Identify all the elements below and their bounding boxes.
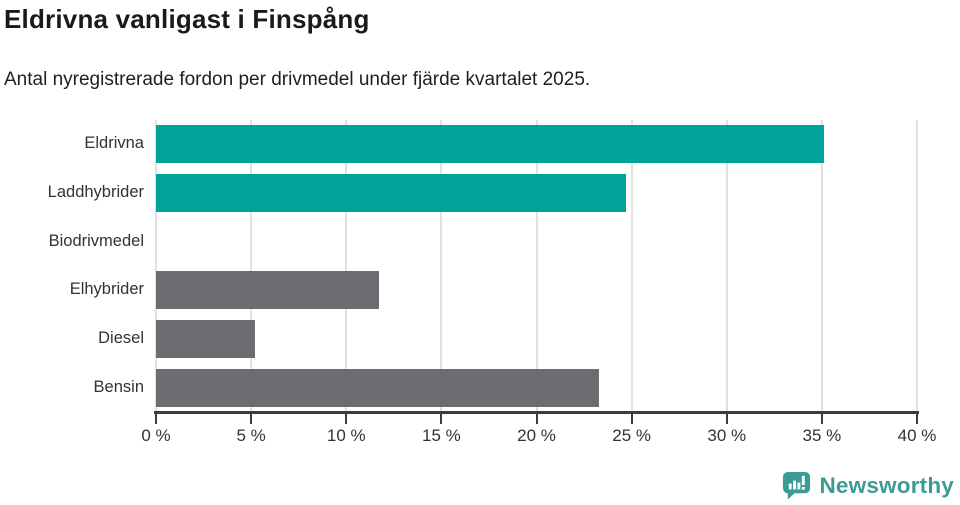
x-tick-label: 15 %	[422, 426, 461, 445]
x-tick-mark	[535, 414, 538, 424]
x-axis-line	[154, 411, 919, 414]
bar-laddhybrider	[156, 174, 626, 212]
x-tick-label: 30 %	[707, 426, 747, 445]
newsworthy-wordmark: Newsworthy	[819, 472, 954, 498]
category-label-eldrivna: Eldrivna	[84, 134, 144, 153]
x-tick-label: 25 %	[612, 426, 651, 445]
bar-diesel	[156, 320, 255, 358]
gridline	[916, 120, 918, 412]
gridline	[725, 120, 728, 412]
x-tick-mark	[630, 414, 633, 424]
bar-elhybrider	[156, 271, 379, 310]
x-tick-mark	[916, 414, 918, 424]
x-tick-label: 10 %	[326, 426, 366, 445]
x-tick-label: 35 %	[802, 426, 842, 445]
x-tick-label: 20 %	[517, 426, 556, 445]
category-label-diesel: Diesel	[98, 329, 144, 347]
x-tick-label: 40 %	[897, 426, 937, 445]
x-tick-mark	[345, 414, 348, 424]
x-tick-mark	[820, 414, 823, 424]
chart-subtitle: Antal nyregistrerade fordon per drivmede…	[4, 69, 591, 90]
newsworthy-chart-bubble-icon	[781, 470, 812, 501]
gridline	[345, 120, 348, 412]
bar-eldrivna	[156, 125, 824, 164]
category-label-biodrivmedel: Biodrivmedel	[48, 231, 144, 250]
bar-bensin	[156, 368, 600, 407]
gridline	[155, 120, 157, 412]
newsworthy-brand-link[interactable]: Newsworthy	[781, 470, 954, 501]
category-label-laddhybrider: Laddhybrider	[47, 183, 144, 201]
gridline	[630, 120, 633, 412]
x-tick-mark	[725, 414, 728, 424]
category-label-elhybrider: Elhybrider	[69, 280, 144, 299]
gridline	[535, 120, 538, 412]
plot-area	[155, 120, 918, 412]
x-tick-label: 0 %	[141, 426, 171, 445]
x-tick-mark	[440, 414, 443, 424]
gridline	[250, 120, 253, 412]
x-tick-label: 5 %	[236, 426, 266, 445]
chart-title: Eldrivna vanligast i Finspång	[4, 4, 370, 34]
x-tick-mark	[250, 414, 253, 424]
category-label-bensin: Bensin	[93, 377, 144, 396]
y-axis-category-labels: Eldrivna Laddhybrider Biodrivmedel Elhybrid…	[0, 120, 144, 412]
x-tick-mark	[155, 414, 157, 424]
gridline	[820, 120, 823, 412]
gridline	[440, 120, 443, 412]
